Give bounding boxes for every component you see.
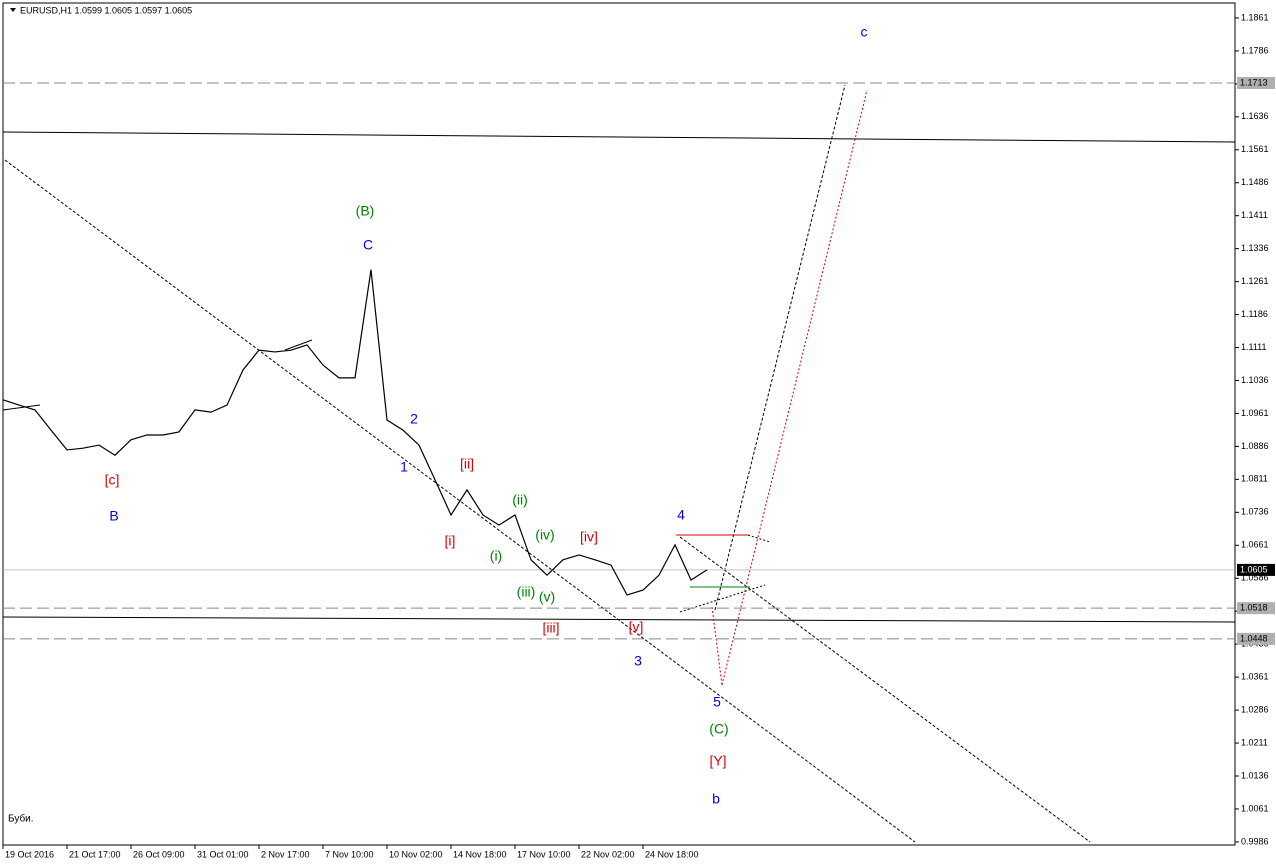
- wave-label: [iv]: [580, 529, 598, 545]
- y-tick-label: 0.9986: [1241, 836, 1269, 846]
- x-tick-label: 26 Oct 09:00: [133, 849, 185, 859]
- chart-title: EURUSD,H1 1.0599 1.0605 1.0597 1.0605: [20, 5, 192, 15]
- y-tick-label: 1.1861: [1241, 12, 1269, 22]
- wave-label: [iii]: [542, 620, 559, 636]
- y-tick-label: 1.1786: [1241, 45, 1269, 55]
- plot-frame: [2, 2, 1236, 846]
- y-tick-label: 1.1186: [1241, 309, 1268, 319]
- y-tick-label: 1.0661: [1241, 540, 1269, 550]
- wave-label: [v]: [629, 619, 644, 635]
- y-tick-label: 1.0886: [1241, 441, 1269, 451]
- wave-label: 5: [713, 694, 721, 710]
- wave-label: [c]: [105, 472, 120, 488]
- price-level-label: 1.1713: [1240, 77, 1268, 87]
- x-tick-label: 19 Oct 2016: [5, 849, 54, 859]
- wave-label: (v): [539, 589, 555, 605]
- wave-label: (ii): [512, 492, 528, 508]
- y-tick-label: 1.1486: [1241, 177, 1269, 187]
- segment: [679, 584, 766, 613]
- price-level-label: 1.0448: [1240, 633, 1268, 643]
- channel-line: [714, 84, 846, 611]
- y-tick-label: 1.0586: [1241, 573, 1269, 583]
- note: Буби.: [8, 813, 34, 825]
- price-level-box: [1237, 76, 1275, 89]
- wave-label: 2: [410, 411, 418, 427]
- segment: [747, 534, 771, 543]
- last-price-box: [1237, 563, 1275, 576]
- wave-label: 1: [400, 459, 408, 475]
- wave-label: (i): [490, 548, 502, 564]
- x-tick-label: 7 Nov 10:00: [325, 849, 374, 859]
- price-line: [2, 269, 708, 596]
- y-tick-label: 1.0736: [1241, 507, 1269, 517]
- menu-arrow: [10, 8, 16, 12]
- y-tick-label: 1.1411: [1241, 210, 1268, 220]
- wave-label: B: [109, 508, 118, 524]
- x-tick-label: 24 Nov 18:00: [645, 849, 699, 859]
- wave-label: 3: [634, 653, 642, 669]
- wave-label: 4: [677, 507, 685, 523]
- y-tick-label: 1.1636: [1241, 111, 1269, 121]
- wave-label: [ii]: [460, 456, 474, 472]
- price-level-box: [1237, 632, 1275, 645]
- y-tick-label: 1.0811: [1241, 474, 1268, 484]
- wave-label: (C): [709, 721, 728, 737]
- wave-label: [i]: [445, 533, 456, 549]
- y-tick-label: 1.0361: [1241, 672, 1269, 682]
- x-tick-label: 17 Nov 10:00: [517, 849, 571, 859]
- y-tick-label: 1.0061: [1241, 803, 1269, 813]
- price-level-label: 1.0518: [1240, 603, 1268, 613]
- wave-label: (iv): [535, 527, 554, 543]
- wave-label: c: [861, 24, 868, 40]
- y-tick-label: 1.1561: [1241, 144, 1269, 154]
- wave-label: (iii): [517, 584, 536, 600]
- y-tick-label: 1.0136: [1241, 770, 1269, 780]
- segment: [284, 339, 313, 351]
- x-tick-label: 22 Nov 02:00: [581, 849, 635, 859]
- x-tick-label: 14 Nov 18:00: [453, 849, 507, 859]
- y-tick-label: 1.1111: [1241, 342, 1267, 352]
- y-tick-label: 1.1336: [1241, 243, 1269, 253]
- trend-line: [679, 536, 1091, 843]
- x-tick-label: 21 Oct 17:00: [69, 849, 121, 859]
- trend-line: [2, 616, 1236, 623]
- trend-line: [4, 159, 916, 843]
- y-tick-label: 1.1036: [1241, 375, 1269, 385]
- channel-line: [721, 89, 868, 686]
- x-tick-label: 2 Nov 17:00: [261, 849, 310, 859]
- segment: [2, 404, 41, 411]
- x-tick-label: 31 Oct 01:00: [197, 849, 249, 859]
- y-tick-label: 1.0961: [1241, 408, 1269, 418]
- y-tick-label: 1.0286: [1241, 704, 1269, 714]
- last-price-label: 1.0605: [1240, 564, 1268, 574]
- wave-label: b: [712, 791, 720, 807]
- price-level-box: [1237, 602, 1275, 615]
- y-tick-label: 1.0211: [1241, 737, 1268, 747]
- wave-label: [Y]: [709, 753, 726, 769]
- trend-line: [2, 131, 1236, 143]
- wave-label: (B): [356, 203, 375, 219]
- channel-line: [711, 606, 723, 686]
- y-tick-label: 1.1261: [1241, 276, 1269, 286]
- drawings: [2, 84, 1236, 843]
- x-tick-label: 10 Nov 02:00: [389, 849, 443, 859]
- wave-label: C: [363, 237, 373, 253]
